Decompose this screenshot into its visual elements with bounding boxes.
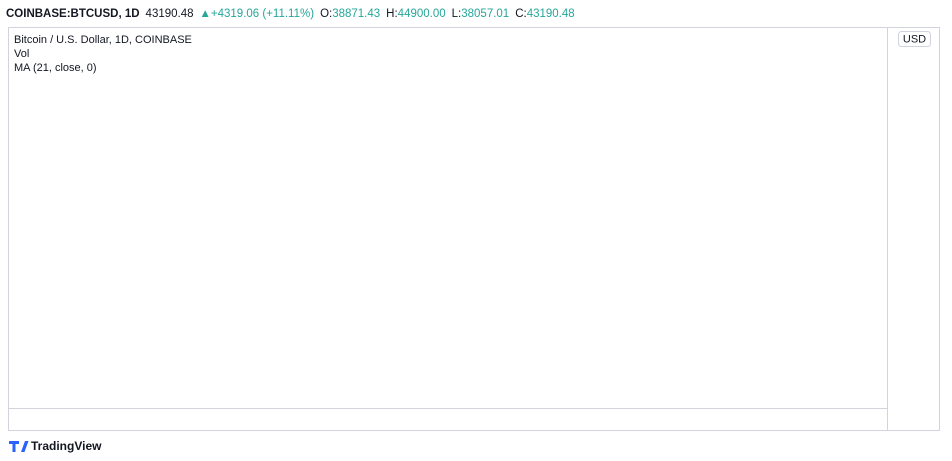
chart-frame — [8, 27, 940, 431]
ohlc-label: C: — [515, 8, 527, 20]
price: 43190.48 — [146, 8, 194, 20]
legend-title: Bitcoin / U.S. Dollar, 1D, COINBASE — [14, 34, 192, 46]
legend-ma: MA (21, close, 0) — [14, 62, 97, 74]
ohlc-label: O: — [320, 8, 332, 20]
ohlc-value: 44900.00 — [398, 8, 446, 20]
tradingview-logo: TradingView — [9, 439, 102, 453]
symbol: COINBASE:BTCUSD, 1D — [6, 8, 140, 20]
ohlc-value: 38871.43 — [332, 8, 380, 20]
ohlc-label: L: — [452, 8, 462, 20]
header: COINBASE:BTCUSD, 1D 43190.48 ▲+4319.06 (+1… — [6, 8, 575, 20]
brand: TradingView — [31, 439, 102, 453]
currency-button[interactable] — [898, 31, 931, 47]
currency-label[interactable]: USD — [903, 33, 926, 45]
ohlc-label: H: — [386, 8, 398, 20]
ohlc-value: 43190.48 — [527, 8, 575, 20]
change: ▲+4319.06 (+11.11%) — [200, 8, 315, 20]
legend-volume: Vol — [14, 48, 29, 60]
ohlc-value: 38057.01 — [461, 8, 509, 20]
